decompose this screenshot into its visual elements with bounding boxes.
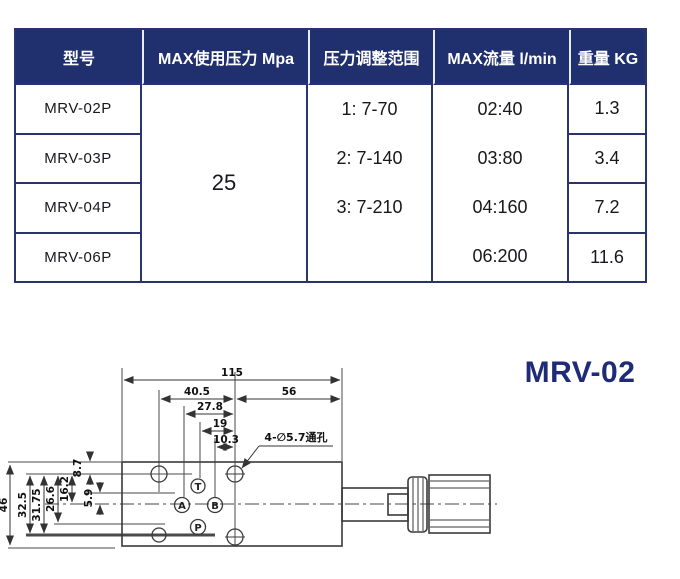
- pressure-range-value: 3: 7-210: [336, 197, 403, 217]
- dim-26-6-label: 26.6: [45, 486, 57, 512]
- pressure-range-cell: 1: 7-70 2: 7-140 3: 7-210: [308, 85, 433, 281]
- dim-40-5-label: 40.5: [184, 386, 210, 398]
- table-row: MRV-02P 25 1: 7-70 2: 7-140 3: 7-210 02:…: [16, 85, 645, 281]
- drawing-title: MRV-02: [524, 356, 636, 389]
- flow-value: 04:160: [472, 197, 528, 217]
- hole-note-label: 4-∅5.7通孔: [264, 431, 327, 444]
- header-row: 型号 MAX使用压力 Mpa 压力调整范围 MAX流量 l/min 重量 KG: [16, 30, 645, 85]
- spec-table: 型号 MAX使用压力 Mpa 压力调整范围 MAX流量 l/min 重量 KG …: [14, 28, 647, 283]
- flow-value: 06:200: [472, 246, 528, 266]
- model-cell: MRV-04P: [16, 184, 142, 234]
- dim-31-75-label: 31.75: [31, 488, 43, 521]
- dim-10-3-label: 10.3: [213, 434, 239, 446]
- knurled-ring: [407, 476, 428, 533]
- dim-56-label: 56: [282, 386, 297, 398]
- technical-drawing: T A B P 115 40.5 56 27.8 19 10.3 4-∅5.7通…: [0, 367, 497, 549]
- dim-115-label: 115: [221, 367, 243, 379]
- table-row: MRV-06P 11.6: [16, 233, 645, 281]
- weight-cell: 1.3: [569, 85, 645, 135]
- mounting-holes: [150, 465, 245, 546]
- flow-value: 03:80: [477, 148, 523, 168]
- adjustment-knob: [428, 474, 491, 534]
- flow-stack: 02:40 03:80 04:160 06:200: [433, 85, 567, 281]
- header-model: 型号: [16, 30, 142, 85]
- weight-cell: 3.4: [569, 134, 645, 184]
- dim-19-label: 19: [213, 418, 228, 430]
- flow-cell: 02:40 03:80 04:160 06:200: [433, 85, 569, 281]
- header-max-pressure: MAX使用压力 Mpa: [142, 30, 308, 85]
- port-t-label: T: [195, 482, 202, 493]
- dim-27-8-label: 27.8: [197, 401, 223, 413]
- table-row: MRV-03P 3.4: [16, 134, 645, 184]
- table-row: MRV-04P 7.2: [16, 184, 645, 234]
- flow-value: 02:40: [477, 99, 523, 119]
- extension-lines: [8, 368, 343, 549]
- dimension-lines: [6, 376, 341, 546]
- pressure-stack: 25: [142, 85, 306, 281]
- dim-16-2-label: 16.2: [59, 476, 71, 502]
- port-p-label: P: [194, 523, 201, 534]
- model-cell: MRV-03P: [16, 134, 142, 184]
- max-pressure-value: 25: [211, 170, 237, 195]
- weight-cell: 7.2: [569, 184, 645, 234]
- max-pressure-cell: 25: [142, 85, 308, 281]
- weight-cell: 11.6: [569, 233, 645, 281]
- port-b-label: B: [211, 501, 219, 512]
- model-cell: MRV-02P: [16, 85, 142, 135]
- dim-5-9-label: 5.9: [83, 489, 95, 508]
- header-weight: 重量 KG: [569, 30, 645, 85]
- pressure-range-value: 1: 7-70: [341, 99, 398, 119]
- dim-32-5-label: 32.5: [17, 492, 29, 518]
- dim-46-label: 46: [0, 498, 10, 513]
- port-a-label: A: [178, 501, 186, 512]
- pressure-range-stack: 1: 7-70 2: 7-140 3: 7-210: [308, 85, 431, 281]
- pressure-range-value: 2: 7-140: [336, 148, 403, 168]
- ports: [173, 478, 224, 536]
- header-pressure-range: 压力调整范围: [308, 30, 433, 85]
- valve-body: [121, 461, 491, 547]
- dim-8-7-label: 8.7: [72, 459, 84, 478]
- header-max-flow: MAX流量 l/min: [433, 30, 569, 85]
- model-cell: MRV-06P: [16, 233, 142, 281]
